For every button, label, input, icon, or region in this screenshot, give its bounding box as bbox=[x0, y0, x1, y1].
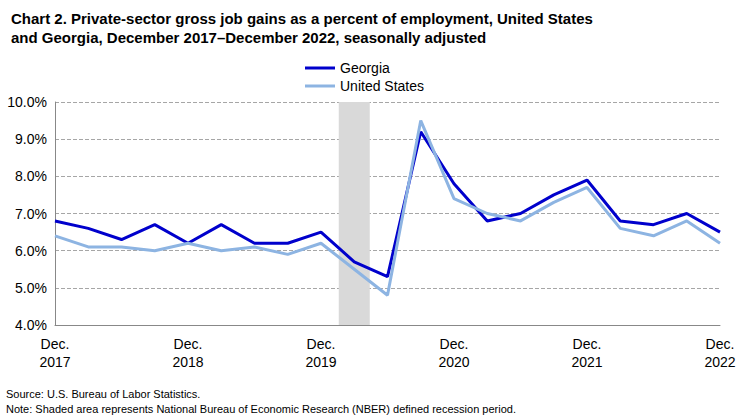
svg-text:10.0%: 10.0% bbox=[7, 94, 47, 110]
svg-text:2020: 2020 bbox=[438, 354, 469, 370]
svg-text:Note: Shaded area represents N: Note: Shaded area represents National Bu… bbox=[6, 403, 516, 415]
svg-text:2017: 2017 bbox=[39, 354, 70, 370]
svg-text:Source: U.S. Bureau of Labor S: Source: U.S. Bureau of Labor Statistics. bbox=[6, 388, 200, 400]
svg-text:Dec.: Dec. bbox=[41, 336, 70, 352]
svg-text:Dec.: Dec. bbox=[174, 336, 203, 352]
svg-text:7.0%: 7.0% bbox=[15, 206, 47, 222]
svg-text:United States: United States bbox=[340, 78, 424, 94]
svg-text:9.0%: 9.0% bbox=[15, 131, 47, 147]
svg-text:Dec.: Dec. bbox=[573, 336, 602, 352]
svg-text:5.0%: 5.0% bbox=[15, 280, 47, 296]
svg-text:Dec.: Dec. bbox=[440, 336, 469, 352]
svg-text:Chart 2. Private-sector gross: Chart 2. Private-sector gross job gains … bbox=[11, 10, 593, 27]
svg-text:Georgia: Georgia bbox=[340, 60, 390, 76]
svg-text:4.0%: 4.0% bbox=[15, 317, 47, 333]
svg-text:2018: 2018 bbox=[172, 354, 203, 370]
svg-text:8.0%: 8.0% bbox=[15, 168, 47, 184]
svg-text:2019: 2019 bbox=[305, 354, 336, 370]
svg-text:6.0%: 6.0% bbox=[15, 243, 47, 259]
svg-text:2021: 2021 bbox=[571, 354, 602, 370]
svg-text:Dec.: Dec. bbox=[307, 336, 336, 352]
svg-text:Dec.: Dec. bbox=[706, 336, 735, 352]
svg-text:2022: 2022 bbox=[704, 354, 735, 370]
svg-text:and Georgia, December 2017–Dec: and Georgia, December 2017–December 2022… bbox=[11, 29, 486, 46]
